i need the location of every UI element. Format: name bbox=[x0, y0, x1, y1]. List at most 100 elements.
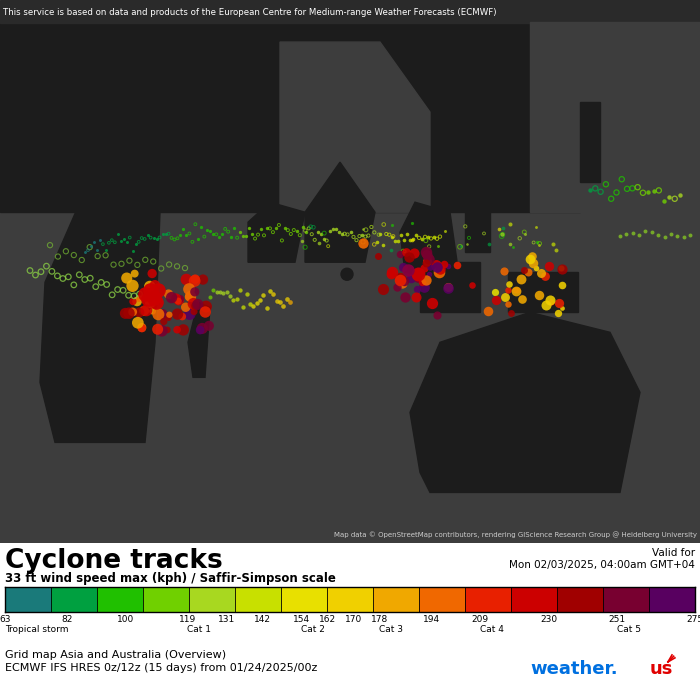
Point bbox=[189, 286, 200, 297]
Point bbox=[184, 228, 195, 239]
Point bbox=[273, 219, 284, 230]
Point bbox=[202, 225, 213, 236]
Bar bbox=[557, 587, 603, 612]
Bar bbox=[419, 587, 465, 612]
Point bbox=[124, 232, 135, 243]
Point bbox=[398, 234, 409, 245]
Point bbox=[41, 260, 52, 272]
Point bbox=[519, 265, 530, 276]
Point bbox=[261, 222, 272, 233]
Point bbox=[178, 324, 189, 335]
Point bbox=[204, 225, 216, 237]
Point bbox=[621, 229, 632, 240]
Point bbox=[57, 273, 69, 284]
Point bbox=[204, 292, 216, 303]
Point bbox=[196, 222, 207, 233]
Point bbox=[25, 265, 36, 276]
Point bbox=[323, 241, 334, 252]
Point bbox=[197, 323, 208, 334]
Point bbox=[634, 230, 645, 241]
Point bbox=[267, 289, 279, 300]
Text: 82: 82 bbox=[61, 615, 73, 624]
Point bbox=[652, 229, 664, 240]
Point bbox=[372, 236, 383, 247]
Point bbox=[399, 246, 410, 257]
Point bbox=[223, 226, 234, 237]
Bar bbox=[281, 587, 327, 612]
Point bbox=[221, 286, 232, 297]
Point bbox=[211, 229, 222, 240]
Bar bbox=[373, 587, 419, 612]
Point bbox=[183, 291, 194, 302]
Point bbox=[300, 225, 311, 236]
Text: Map data © OpenStreetMap contributors, rendering GIScience Research Group @ Heid: Map data © OpenStreetMap contributors, r… bbox=[334, 532, 697, 538]
Point bbox=[433, 241, 444, 252]
Point bbox=[643, 187, 654, 198]
Point bbox=[616, 174, 627, 185]
Point bbox=[637, 187, 648, 198]
Point bbox=[386, 219, 397, 230]
FancyBboxPatch shape bbox=[0, 22, 580, 212]
Point bbox=[406, 234, 417, 246]
Point bbox=[184, 309, 195, 320]
Point bbox=[211, 286, 223, 297]
Point bbox=[424, 269, 435, 280]
Point bbox=[74, 269, 85, 280]
Polygon shape bbox=[248, 202, 305, 262]
Point bbox=[478, 228, 489, 239]
Point bbox=[416, 233, 428, 244]
Point bbox=[406, 217, 417, 228]
Point bbox=[193, 234, 204, 245]
Point bbox=[416, 276, 428, 288]
Point bbox=[442, 283, 454, 294]
Point bbox=[153, 309, 164, 320]
Point bbox=[358, 237, 369, 248]
Point bbox=[484, 238, 495, 249]
Point bbox=[622, 183, 633, 195]
Point bbox=[431, 309, 442, 321]
Point bbox=[248, 300, 259, 312]
Point bbox=[91, 244, 102, 255]
Point bbox=[145, 297, 156, 308]
Point bbox=[68, 249, 79, 260]
Point bbox=[142, 230, 153, 241]
Text: 33 ft wind speed max (kph) / Saffir-Simpson scale: 33 ft wind speed max (kph) / Saffir-Simp… bbox=[5, 572, 336, 584]
Point bbox=[318, 233, 329, 244]
Text: Grid map Asia and Australia (Overview): Grid map Asia and Australia (Overview) bbox=[5, 650, 226, 660]
Point bbox=[52, 251, 64, 262]
Text: Cat 3: Cat 3 bbox=[379, 625, 403, 634]
Point bbox=[101, 279, 112, 290]
Point bbox=[405, 272, 416, 284]
Point bbox=[68, 279, 79, 290]
Point bbox=[76, 254, 88, 265]
Point bbox=[520, 228, 531, 239]
Point bbox=[354, 230, 365, 241]
Point bbox=[178, 224, 189, 235]
Point bbox=[63, 271, 74, 282]
Point bbox=[366, 221, 377, 232]
Point bbox=[419, 231, 430, 242]
Point bbox=[172, 260, 183, 272]
Point bbox=[258, 290, 269, 301]
Point bbox=[265, 223, 276, 234]
Point bbox=[181, 274, 192, 285]
Point bbox=[172, 324, 183, 335]
Point bbox=[144, 281, 155, 292]
Point bbox=[128, 290, 139, 302]
Text: 100: 100 bbox=[117, 615, 134, 624]
Point bbox=[357, 237, 368, 248]
Point bbox=[363, 230, 374, 241]
Point bbox=[551, 244, 562, 256]
Point bbox=[284, 296, 295, 307]
Point bbox=[94, 234, 106, 246]
Point bbox=[514, 232, 525, 244]
Point bbox=[149, 280, 160, 291]
Point bbox=[109, 237, 120, 248]
Point bbox=[400, 246, 412, 258]
Point bbox=[490, 287, 501, 298]
Point bbox=[646, 226, 657, 237]
Bar bbox=[51, 587, 97, 612]
Point bbox=[398, 261, 409, 272]
Point bbox=[288, 225, 300, 236]
Point bbox=[180, 302, 191, 313]
